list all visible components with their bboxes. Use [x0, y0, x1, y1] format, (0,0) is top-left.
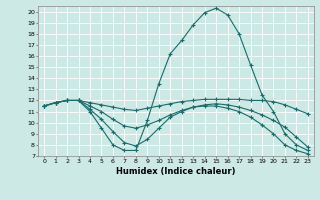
- X-axis label: Humidex (Indice chaleur): Humidex (Indice chaleur): [116, 167, 236, 176]
